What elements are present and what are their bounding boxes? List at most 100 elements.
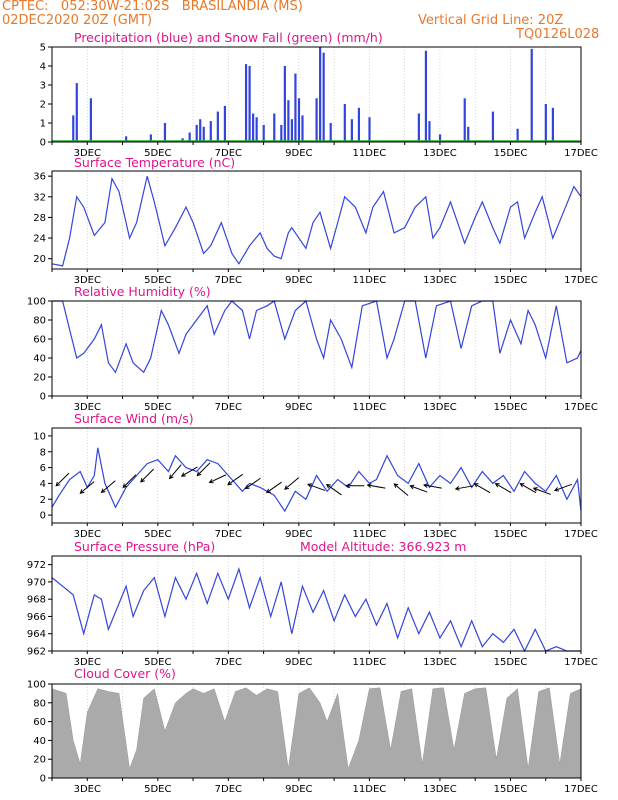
y-tick-label: 1 (40, 119, 46, 130)
wind-arrow (307, 483, 326, 491)
y-tick-label: 36 (33, 172, 46, 183)
x-tick-label: 9DEC (285, 148, 312, 159)
panel-title: Relative Humidity (%) (74, 284, 211, 299)
x-tick-label: 15DEC (494, 529, 528, 540)
precip-bar (428, 121, 431, 142)
x-tick-label: 17DEC (564, 657, 598, 668)
panel-title: Precipitation (blue) and Snow Fall (gree… (74, 30, 383, 45)
x-tick-label: 11DEC (353, 657, 387, 668)
y-tick-label: 10 (33, 431, 46, 442)
wind-arrow-head (244, 484, 250, 490)
x-tick-label: 17DEC (564, 148, 598, 159)
precip-bar (216, 111, 219, 142)
wind-arrow-head (307, 483, 313, 488)
panel-2: 20 24 28 32 36 3DEC 5DEC 7DEC 9DEC 11DEC 13DEC 15DE… (33, 155, 598, 286)
wind-arrow-head (168, 474, 174, 480)
wind-arrow-head (180, 472, 186, 477)
wind-arrow (180, 466, 198, 477)
precip-bar (368, 117, 371, 142)
wind-arrow-shaft (455, 485, 474, 490)
wind-arrow (345, 483, 365, 489)
header-model-id: TQ0126L028 (516, 27, 600, 42)
wind-arrow-head (265, 488, 271, 494)
wind-arrow-shaft (101, 480, 116, 493)
x-tick-label: 9DEC (285, 402, 312, 413)
y-tick-label: 100 (27, 680, 46, 691)
x-tick-label: 5DEC (144, 529, 171, 540)
x-tick-label: 9DEC (285, 657, 312, 668)
x-tick-label: 3DEC (74, 657, 101, 668)
precip-bar (350, 119, 353, 142)
precip-bar (491, 111, 495, 142)
precip-bar (283, 66, 286, 142)
y-tick-label: 0 (40, 774, 46, 785)
precip-bar (294, 73, 297, 142)
wind-arrow (454, 485, 474, 491)
panel-4: 0 2 4 6 8 10 3DEC 5DEC 7DEC 9DEC 11DEC 13DEC 15DEC 17… (33, 411, 598, 540)
precip-bar (319, 47, 322, 142)
precip-bar (357, 107, 361, 142)
x-tick-label: 9DEC (285, 529, 312, 540)
x-tick-label: 17DEC (564, 529, 598, 540)
header-line2: 02DEC2020 20Z (GMT) (2, 13, 153, 28)
x-tick-label: 3DEC (74, 529, 101, 540)
x-tick-label: 5DEC (144, 402, 171, 413)
header-grid-line: Vertical Grid Line: 20Z (418, 13, 564, 28)
wind-arrow (325, 483, 342, 496)
precip-bar (181, 138, 184, 142)
y-tick-label: 28 (33, 213, 46, 224)
precip-bar (287, 100, 290, 142)
x-tick-label: 17DEC (564, 275, 598, 286)
wind-arrow-shaft (393, 483, 409, 496)
wind-arrow-shaft (227, 473, 244, 486)
wind-arrow-head (519, 483, 525, 488)
y-tick-label: 4 (40, 479, 46, 490)
wind-arrow (55, 472, 70, 487)
panel-6: 0 20 40 60 80 100 3DEC 5DEC 7DEC 9DEC 11DEC 13DEC 15… (27, 666, 598, 795)
series-line (51, 566, 581, 653)
wind-arrow-head (284, 485, 289, 490)
y-tick-label: 0 (40, 138, 46, 149)
precip-bar (244, 64, 248, 142)
y-tick-label: 968 (27, 595, 46, 606)
precip-bar (273, 113, 276, 142)
wind-arrow (122, 474, 137, 489)
series-line (51, 176, 582, 267)
x-tick-label: 15DEC (494, 275, 528, 286)
panel-title: Surface Temperature (nC) (74, 155, 235, 170)
wind-arrow-head (366, 483, 372, 488)
x-tick-label: 7DEC (215, 529, 242, 540)
precip-bar (163, 123, 167, 142)
precip-bar (252, 113, 255, 142)
series-line (51, 447, 582, 513)
x-tick-label: 15DEC (494, 402, 528, 413)
x-tick-label: 9DEC (285, 275, 312, 286)
y-tick-label: 20 (33, 755, 46, 766)
series-line (52, 299, 582, 374)
y-tick-label: 970 (27, 577, 46, 588)
y-tick-label: 60 (33, 335, 46, 346)
x-tick-label: 7DEC (215, 657, 242, 668)
wind-arrow-head (325, 483, 331, 489)
wind-arrow-head (454, 486, 460, 491)
precip-bar (424, 50, 428, 142)
wind-arrow (244, 477, 261, 490)
x-tick-label: 13DEC (423, 275, 457, 286)
x-tick-label: 3DEC (74, 784, 101, 795)
y-tick-label: 40 (33, 736, 46, 747)
precip-bar (89, 98, 92, 142)
wind-arrow-head (494, 483, 500, 488)
x-tick-label: 7DEC (215, 275, 242, 286)
x-tick-label: 17DEC (564, 784, 598, 795)
precip-bar (301, 115, 304, 142)
precip-bar (209, 121, 212, 142)
x-tick-label: 13DEC (423, 402, 457, 413)
x-tick-label: 5DEC (144, 784, 171, 795)
y-tick-label: 20 (33, 254, 46, 265)
precip-bar (290, 119, 294, 142)
wind-arrow (79, 481, 95, 494)
wind-arrow (519, 483, 537, 494)
wind-arrow-head (100, 488, 106, 494)
precip-bar (530, 48, 533, 142)
wind-arrow-shaft (209, 474, 227, 483)
